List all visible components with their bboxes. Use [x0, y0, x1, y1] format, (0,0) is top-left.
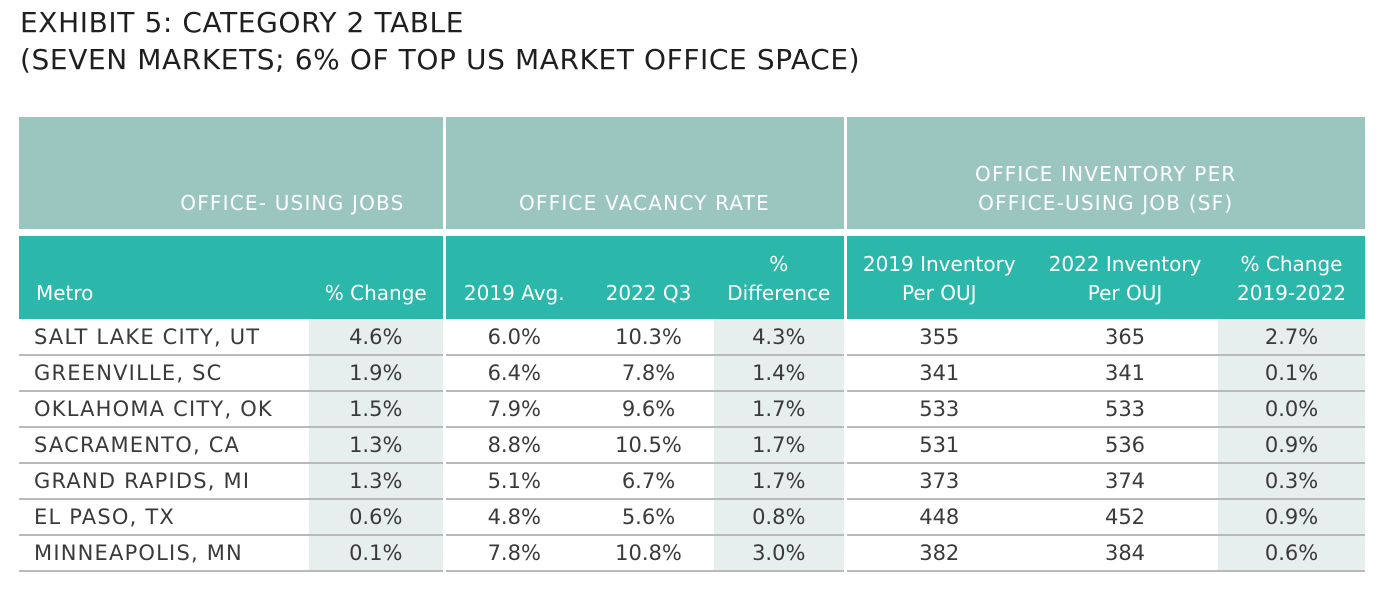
table-row: OKLAHOMA CITY, OK 1.5% 7.9% 9.6% 1.7% 53…: [19, 391, 1366, 428]
table-row: EL PASO, TX 0.6% 4.8% 5.6% 0.8% 448 452 …: [19, 499, 1366, 536]
exhibit-title: EXHIBIT 5: CATEGORY 2 TABLE (SEVEN MARKE…: [20, 4, 860, 78]
inventory-2022-cell: 536: [1032, 427, 1218, 464]
inventory-2019-cell: 355: [845, 319, 1032, 356]
jobs-change-cell: 1.9%: [309, 355, 446, 392]
metro-cell: SALT LAKE CITY, UT: [19, 319, 309, 356]
jobs-change-cell: 0.1%: [309, 535, 446, 572]
group-header-inventory-line-1: OFFICE INVENTORY PER: [975, 162, 1237, 186]
group-header-jobs-line-3: JOBS: [351, 191, 405, 215]
column-header-2022-q3: 2022 Q3: [583, 236, 714, 319]
exhibit-title-line-2: (SEVEN MARKETS; 6% OF TOP US MARKET OFFI…: [20, 43, 861, 76]
group-header-office-vacancy-rate: OFFICE VACANCY RATE: [444, 117, 847, 229]
inventory-2022-cell: 384: [1032, 535, 1218, 572]
table-row: GRAND RAPIDS, MI 1.3% 5.1% 6.7% 1.7% 373…: [19, 463, 1366, 500]
inventory-2022-cell: 452: [1032, 499, 1218, 536]
vacancy-2022-cell: 10.5%: [583, 427, 714, 464]
group-header-office-using-jobs: OFFICE- USING JOBS: [19, 117, 446, 229]
table-row: MINNEAPOLIS, MN 0.1% 7.8% 10.8% 3.0% 382…: [19, 535, 1366, 572]
vacancy-2022-cell: 10.3%: [583, 319, 714, 356]
vacancy-2019-cell: 4.8%: [444, 499, 583, 536]
jobs-change-cell: 4.6%: [309, 319, 446, 356]
metro-cell: OKLAHOMA CITY, OK: [19, 391, 309, 428]
vacancy-2019-cell: 6.4%: [444, 355, 583, 392]
column-header-inventory-change: % Change 2019-2022: [1218, 236, 1366, 319]
inventory-2019-cell: 341: [845, 355, 1032, 392]
inventory-2019-cell: 448: [845, 499, 1032, 536]
jobs-change-cell: 1.3%: [309, 463, 446, 500]
exhibit-title-line-1: EXHIBIT 5: CATEGORY 2 TABLE: [20, 6, 465, 39]
inventory-2019-cell: 382: [845, 535, 1032, 572]
group-header-jobs-line-1: OFFICE-: [180, 191, 268, 215]
column-header-row: Metro % Change 2019 Avg. 2022 Q3 % Diffe…: [19, 236, 1366, 319]
group-header-inventory-line-2: OFFICE-USING JOB (SF): [978, 191, 1234, 215]
vacancy-2019-cell: 5.1%: [444, 463, 583, 500]
column-header-2022-inventory: 2022 Inventory Per OUJ: [1032, 236, 1218, 319]
vacancy-2022-cell: 6.7%: [583, 463, 714, 500]
column-header-difference: % Difference: [714, 236, 847, 319]
inventory-change-cell: 0.0%: [1218, 391, 1366, 428]
inventory-2019-cell: 533: [845, 391, 1032, 428]
vacancy-2022-cell: 9.6%: [583, 391, 714, 428]
vacancy-difference-cell: 4.3%: [714, 319, 847, 356]
vacancy-2022-cell: 10.8%: [583, 535, 714, 572]
group-header-office-inventory: OFFICE INVENTORY PER OFFICE-USING JOB (S…: [845, 117, 1366, 229]
column-header-metro: Metro: [19, 236, 309, 319]
vacancy-2022-cell: 7.8%: [583, 355, 714, 392]
inventory-2022-cell: 341: [1032, 355, 1218, 392]
column-header-2019-avg: 2019 Avg.: [444, 236, 583, 319]
metro-cell: SACRAMENTO, CA: [19, 427, 309, 464]
vacancy-difference-cell: 3.0%: [714, 535, 847, 572]
inventory-change-cell: 0.3%: [1218, 463, 1366, 500]
vacancy-2019-cell: 7.9%: [444, 391, 583, 428]
table-row: SALT LAKE CITY, UT 4.6% 6.0% 10.3% 4.3% …: [19, 319, 1366, 356]
header-gap-row: [19, 229, 1366, 236]
vacancy-difference-cell: 1.7%: [714, 427, 847, 464]
vacancy-difference-cell: 1.7%: [714, 463, 847, 500]
inventory-change-cell: 2.7%: [1218, 319, 1366, 356]
inventory-change-cell: 0.9%: [1218, 499, 1366, 536]
jobs-change-cell: 0.6%: [309, 499, 446, 536]
metro-cell: GRAND RAPIDS, MI: [19, 463, 309, 500]
group-header-row: OFFICE- USING JOBS OFFICE VACANCY RATE O…: [19, 117, 1366, 229]
vacancy-2019-cell: 6.0%: [444, 319, 583, 356]
group-header-jobs-line-2: USING: [274, 191, 345, 215]
category-2-table: OFFICE- USING JOBS OFFICE VACANCY RATE O…: [19, 117, 1366, 572]
vacancy-2019-cell: 7.8%: [444, 535, 583, 572]
column-header-jobs-change: % Change: [309, 236, 446, 319]
column-header-2019-inventory: 2019 Inventory Per OUJ: [845, 236, 1032, 319]
vacancy-2022-cell: 5.6%: [583, 499, 714, 536]
jobs-change-cell: 1.5%: [309, 391, 446, 428]
inventory-2019-cell: 531: [845, 427, 1032, 464]
vacancy-2019-cell: 8.8%: [444, 427, 583, 464]
inventory-change-cell: 0.6%: [1218, 535, 1366, 572]
jobs-change-cell: 1.3%: [309, 427, 446, 464]
table-row: SACRAMENTO, CA 1.3% 8.8% 10.5% 1.7% 531 …: [19, 427, 1366, 464]
metro-cell: EL PASO, TX: [19, 499, 309, 536]
inventory-change-cell: 0.9%: [1218, 427, 1366, 464]
inventory-2022-cell: 365: [1032, 319, 1218, 356]
inventory-change-cell: 0.1%: [1218, 355, 1366, 392]
metro-cell: GREENVILLE, SC: [19, 355, 309, 392]
vacancy-difference-cell: 1.4%: [714, 355, 847, 392]
metro-cell: MINNEAPOLIS, MN: [19, 535, 309, 572]
inventory-2019-cell: 373: [845, 463, 1032, 500]
inventory-2022-cell: 533: [1032, 391, 1218, 428]
vacancy-difference-cell: 1.7%: [714, 391, 847, 428]
vacancy-difference-cell: 0.8%: [714, 499, 847, 536]
table-row: GREENVILLE, SC 1.9% 6.4% 7.8% 1.4% 341 3…: [19, 355, 1366, 392]
inventory-2022-cell: 374: [1032, 463, 1218, 500]
